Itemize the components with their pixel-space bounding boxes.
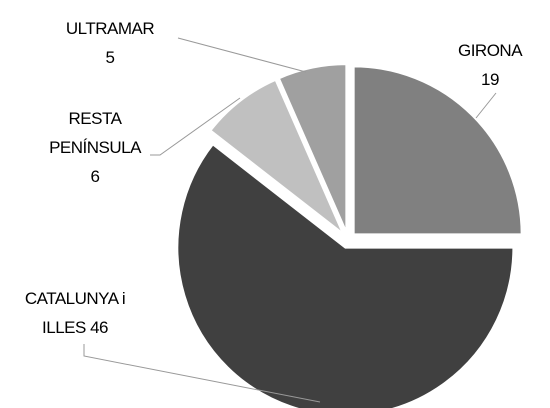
category-label: ULTRAMAR: [65, 19, 155, 38]
data-label: CATALUNYA i ILLES 46: [5, 284, 145, 342]
pie-slice: [352, 65, 523, 236]
leader-line: [475, 92, 497, 119]
leader-line: [177, 37, 307, 73]
data-label: RESTA PENÍNSULA 6: [30, 104, 160, 191]
leader-line: [83, 344, 321, 403]
value-label: 5: [105, 48, 115, 67]
value-label: 46: [90, 318, 108, 337]
pie-slice: [277, 63, 348, 233]
category-label: GIRONA: [457, 41, 523, 60]
leader-line: [150, 97, 241, 156]
pie-slice: [176, 142, 515, 408]
data-label: ULTRAMAR 5: [45, 14, 175, 72]
value-label: 6: [90, 167, 100, 186]
category-label: RESTA PENÍNSULA: [49, 109, 141, 157]
pie-slice: [209, 78, 345, 235]
value-label: 19: [481, 70, 499, 89]
category-label: CATALUNYA i ILLES: [24, 289, 126, 337]
data-label: GIRONA 19: [435, 36, 545, 94]
